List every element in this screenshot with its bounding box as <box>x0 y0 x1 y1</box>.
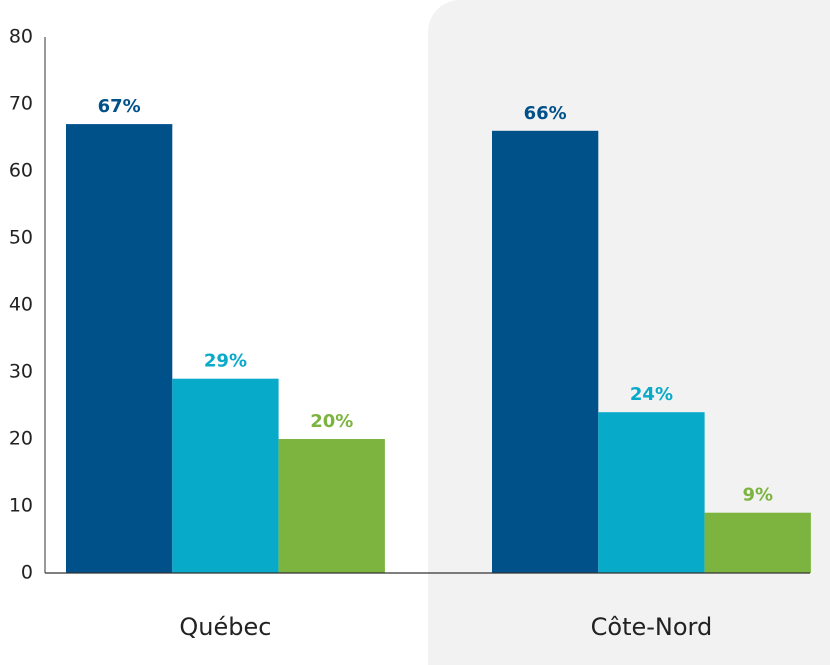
x-tick-label: Québec <box>179 613 271 641</box>
y-tick-label: 60 <box>9 160 33 182</box>
y-tick-label: 30 <box>9 361 33 383</box>
bar <box>704 512 811 573</box>
bar <box>492 130 599 574</box>
bar <box>278 439 385 573</box>
y-tick-label: 10 <box>9 495 33 517</box>
data-label: 67% <box>98 96 141 117</box>
y-tick-label: 80 <box>9 26 33 48</box>
data-label: 29% <box>204 351 247 372</box>
y-tick-label: 0 <box>21 562 33 584</box>
data-label: 20% <box>310 411 353 432</box>
y-tick-label: 20 <box>9 428 33 450</box>
y-tick-label: 50 <box>9 227 33 249</box>
bar <box>66 124 173 573</box>
data-label: 24% <box>630 384 673 405</box>
data-label: 9% <box>742 485 773 506</box>
y-tick-label: 40 <box>9 294 33 316</box>
x-tick-label: Côte-Nord <box>591 613 713 641</box>
y-tick-label: 70 <box>9 93 33 115</box>
data-label: 66% <box>524 103 567 124</box>
bar <box>598 412 705 573</box>
bar <box>172 378 279 573</box>
